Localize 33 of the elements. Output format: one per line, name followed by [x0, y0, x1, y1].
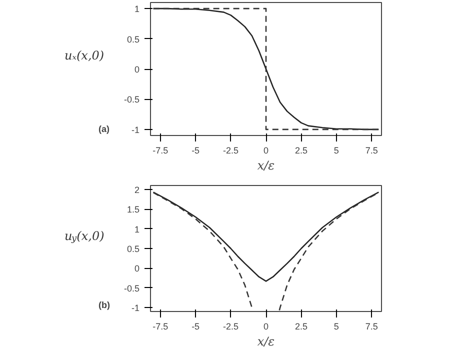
y-tick-label: 0 [134, 64, 140, 74]
y-tick-label: 1 [134, 224, 140, 234]
x-tick-label: -7.5 [152, 146, 168, 156]
x-tick-label: -2.5 [223, 322, 239, 332]
x-tick-label: 7.5 [365, 322, 378, 332]
x-tick-label: 2.5 [294, 322, 308, 332]
y-tick-label: 1 [134, 4, 140, 14]
y-axis-title: uₓ(x,0) [64, 48, 104, 63]
line-series [152, 8, 380, 130]
y-tick-label: -1 [132, 303, 140, 314]
y-tick-label: -1 [132, 124, 140, 135]
y-tick-label: -0.5 [124, 283, 140, 294]
y-tick-label: 0 [134, 264, 140, 274]
text: (b) [98, 300, 110, 310]
text: (a) [98, 124, 110, 134]
y-tick-label: -0.5 [124, 94, 140, 105]
y-tick-label: 1.5 [126, 204, 140, 215]
x-tick-label: 7.5 [365, 146, 378, 156]
x-tick-label: -2.5 [223, 146, 239, 156]
x-tick-label: -5 [192, 322, 200, 332]
y-tick-label: 0.5 [126, 34, 140, 44]
x-tick-label: -7.5 [152, 322, 168, 332]
x-tick-label: 0 [263, 146, 269, 156]
x-tick-label: 2.5 [294, 146, 308, 156]
x-axis-title: x/ε [257, 334, 275, 348]
x-tick-label: 0 [263, 322, 269, 332]
x-tick-label: -5 [192, 146, 200, 156]
x-tick-label: 5 [334, 146, 339, 156]
line-series [152, 192, 380, 282]
y-tick-label: 2 [134, 184, 140, 195]
x-axis-title: x/ε [257, 158, 275, 172]
x-tick-label: 5 [334, 322, 339, 332]
y-tick-label: 0.5 [126, 244, 140, 254]
